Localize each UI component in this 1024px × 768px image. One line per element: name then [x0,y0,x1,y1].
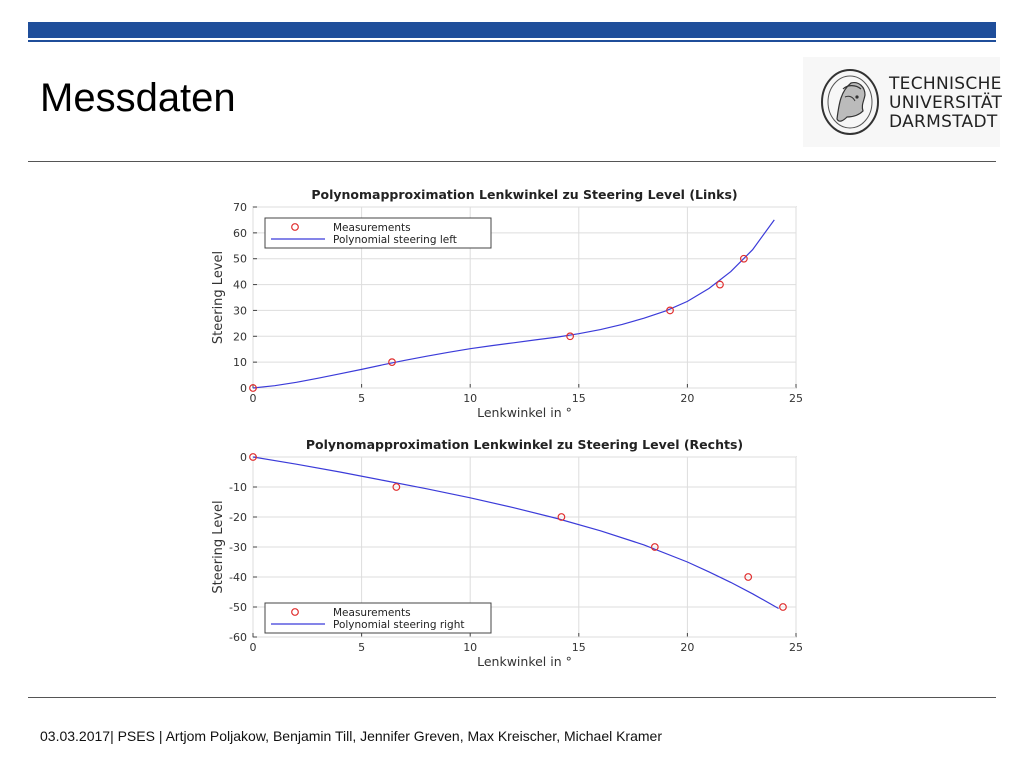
data-point [249,453,257,461]
logo-line-1: TECHNISCHE [889,74,1002,94]
y-tick-label: -30 [229,541,247,554]
data-point [650,543,659,551]
x-tick-label: 15 [572,392,586,405]
logo-line-3: DARMSTADT [889,112,998,132]
data-point [557,513,566,521]
x-tick-label: 25 [789,392,803,405]
logo-line-2: UNIVERSITÄT [889,93,1003,113]
slide-title: Messdaten [40,76,236,120]
x-tick-label: 0 [250,641,257,654]
data-point [744,573,753,581]
y-tick-label: 70 [233,201,247,214]
y-tick-label: 60 [233,227,247,240]
data-point [388,358,396,367]
data-point [566,332,575,341]
legend-box [264,602,492,634]
x-tick-label: 20 [680,641,694,654]
x-tick-label: 5 [358,641,365,654]
chart-links-svg: Polynomapproximation Lenkwinkel zu Steer… [211,187,803,420]
chart-rechts: Polynomapproximation Lenkwinkel zu Steer… [200,435,820,675]
x-tick-label: 0 [250,392,257,405]
y-axis-label: Steering Level [211,500,226,593]
legend-label: Measurements [333,222,411,234]
chart-title: Polynomapproximation Lenkwinkel zu Steer… [306,437,743,452]
top-accent-bar [28,22,996,38]
data-point [739,254,748,263]
legend-marker [291,223,299,231]
y-tick-label: -10 [229,481,247,494]
university-logo: TECHNISCHE UNIVERSITÄT DARMSTADT [803,57,1002,147]
x-tick-label: 10 [463,641,477,654]
legend-box [264,217,492,249]
header-divider [28,161,996,162]
y-tick-label: 0 [240,451,247,464]
y-tick-label: 40 [233,279,247,292]
x-tick-label: 10 [463,392,477,405]
footer-text: 03.03.2017| PSES | Artjom Poljakow, Benj… [40,728,662,744]
data-point [779,603,787,611]
y-tick-label: 10 [233,356,247,369]
legend-label: Polynomial steering right [333,619,465,631]
legend-marker [291,608,299,616]
series-line [252,456,779,610]
chart-rechts-svg: Polynomapproximation Lenkwinkel zu Steer… [211,437,803,669]
data-point [249,384,257,392]
logo-text: TECHNISCHE UNIVERSITÄT DARMSTADT [889,75,1002,132]
y-tick-label: -40 [229,571,247,584]
data-point [666,306,674,315]
y-tick-label: 0 [240,382,247,395]
x-axis-label: Lenkwinkel in ° [477,654,572,669]
legend-label: Measurements [333,607,411,619]
athena-seal-icon [821,69,879,135]
x-tick-label: 5 [358,392,365,405]
y-axis-label: Steering Level [211,251,226,344]
footer-divider [28,697,996,698]
x-tick-label: 25 [789,641,803,654]
x-axis-label: Lenkwinkel in ° [477,405,572,420]
chart-title: Polynomapproximation Lenkwinkel zu Steer… [311,187,737,202]
y-tick-label: 30 [233,304,247,317]
y-tick-label: 20 [233,330,247,343]
y-tick-label: -20 [229,511,247,524]
y-tick-label: 50 [233,253,247,266]
data-point [392,483,401,491]
x-tick-label: 20 [680,392,694,405]
top-accent-line [28,40,996,42]
data-point [716,280,724,289]
x-tick-label: 15 [572,641,586,654]
chart-links: Polynomapproximation Lenkwinkel zu Steer… [200,183,820,423]
y-tick-label: -50 [229,601,247,614]
legend-label: Polynomial steering left [333,234,457,246]
y-tick-label: -60 [229,631,247,644]
series-line [252,219,775,389]
